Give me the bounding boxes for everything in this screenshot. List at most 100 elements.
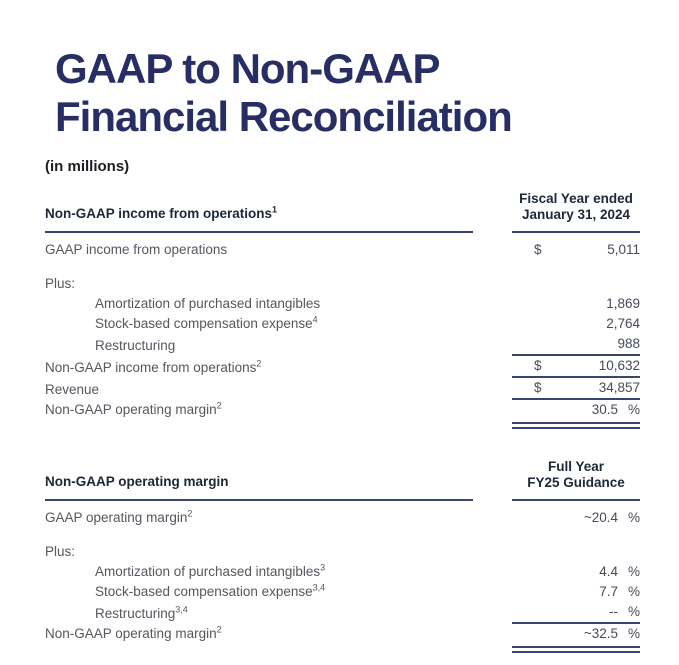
row-label: Amortization of purchased intangibles3 <box>95 562 326 579</box>
plus-label: Plus: <box>45 276 76 291</box>
row-amount: 10,632 <box>598 358 640 373</box>
currency-symbol: $ <box>534 380 542 395</box>
percent-sign: % <box>627 564 640 579</box>
row-value: 7.7 % <box>512 582 640 602</box>
row-label: GAAP operating margin2 <box>45 508 193 525</box>
row-footnote: 2 <box>216 400 222 411</box>
row-value: ~32.5 % <box>512 624 640 644</box>
row-amount: 7.7 <box>599 584 618 599</box>
row-label: Stock-based compensation expense4 <box>95 314 318 331</box>
row-footnote: 3,4 <box>312 582 326 593</box>
percent-sign: % <box>627 626 640 641</box>
row-restructuring: Restructuring 988 <box>45 334 640 356</box>
percent-sign: % <box>627 584 640 599</box>
row-value: $ 34,857 <box>512 378 640 400</box>
row-amount: 1,869 <box>606 296 640 311</box>
row-non-gaap-income-from-operations: Non-GAAP income from operations2 $ 10,63… <box>45 356 640 378</box>
row-label: GAAP income from operations <box>45 242 228 257</box>
table2-header-rule <box>45 499 640 501</box>
table1-period-header: Fiscal Year ended January 31, 2024 <box>512 191 640 223</box>
row-amortization-intangibles: Amortization of purchased intangibles3 4… <box>45 562 640 582</box>
row-label: Restructuring3,4 <box>95 604 188 621</box>
double-underline <box>512 422 640 429</box>
table1-total-rule-row <box>45 422 640 429</box>
table1-title-text: Non-GAAP income from operations <box>45 206 273 221</box>
row-footnote: 2 <box>256 358 262 369</box>
table2-period-line-2: FY25 Guidance <box>527 475 625 490</box>
table-operating-margin-guidance: Non-GAAP operating margin Full Year FY25… <box>45 459 640 653</box>
table1-period-line-1: Fiscal Year ended <box>519 191 633 206</box>
row-value: 988 <box>512 334 640 356</box>
table2-body: GAAP operating margin2 ~20.4 % Plus: Amo… <box>45 501 640 653</box>
table1-period-line-2: January 31, 2024 <box>521 207 631 222</box>
row-amount: 5,011 <box>607 242 640 257</box>
table1-title: Non-GAAP income from operations1 <box>45 204 512 223</box>
row-value: 2,764 <box>512 314 640 334</box>
table2-header: Non-GAAP operating margin Full Year FY25… <box>45 459 640 491</box>
row-amortization-intangibles: Amortization of purchased intangibles 1,… <box>45 294 640 314</box>
plus-label: Plus: <box>45 544 76 559</box>
row-label: Stock-based compensation expense3,4 <box>95 582 326 599</box>
row-amount: 2,764 <box>606 316 640 331</box>
header-rule-right-segment <box>512 231 640 233</box>
table2-title: Non-GAAP operating margin <box>45 474 512 491</box>
row-amount: 34,857 <box>598 380 640 395</box>
row-value: 4.4 % <box>512 562 640 582</box>
row-amount: 30.5 <box>591 402 618 417</box>
row-footnote: 2 <box>187 508 193 519</box>
row-plus-label: Plus: <box>45 542 640 562</box>
row-label: Non-GAAP operating margin2 <box>45 624 222 641</box>
row-value: ~20.4 % <box>512 508 640 528</box>
title-line-1: GAAP to Non-GAAP <box>55 45 441 92</box>
row-stock-based-compensation: Stock-based compensation expense3,4 7.7 … <box>45 582 640 602</box>
row-non-gaap-operating-margin: Non-GAAP operating margin2 ~32.5 % <box>45 624 640 644</box>
row-value: $ 10,632 <box>512 356 640 378</box>
percent-sign: % <box>627 604 640 619</box>
table1-title-footnote: 1 <box>272 204 278 215</box>
row-value: 30.5 % <box>512 400 640 420</box>
row-revenue: Revenue $ 34,857 <box>45 378 640 400</box>
row-label: Restructuring <box>95 338 176 353</box>
header-rule-left-segment <box>45 231 473 233</box>
page-title: GAAP to Non-GAAP Financial Reconciliatio… <box>55 45 640 141</box>
row-value: -- % <box>512 602 640 624</box>
row-label: Non-GAAP income from operations2 <box>45 358 262 375</box>
percent-sign: % <box>627 402 640 417</box>
table2-period-header: Full Year FY25 Guidance <box>512 459 640 491</box>
row-amount: 4.4 <box>599 564 618 579</box>
row-footnote: 3,4 <box>175 604 188 615</box>
table2-period-line-1: Full Year <box>547 459 605 474</box>
row-amount: -- <box>609 604 618 619</box>
row-restructuring: Restructuring3,4 -- % <box>45 602 640 624</box>
row-non-gaap-operating-margin: Non-GAAP operating margin2 30.5 % <box>45 400 640 420</box>
header-rule-right-segment <box>512 499 640 501</box>
currency-symbol: $ <box>534 358 542 373</box>
units-note: (in millions) <box>45 158 130 175</box>
row-stock-based-compensation: Stock-based compensation expense4 2,764 <box>45 314 640 334</box>
percent-sign: % <box>627 510 640 525</box>
table1-body: GAAP income from operations $ 5,011 Plus… <box>45 233 640 429</box>
row-gaap-income-from-operations: GAAP income from operations $ 5,011 <box>45 240 640 260</box>
row-label: Non-GAAP operating margin2 <box>45 400 222 417</box>
row-gaap-operating-margin: GAAP operating margin2 ~20.4 % <box>45 508 640 528</box>
double-underline <box>512 646 640 653</box>
table2-total-rule-row <box>45 646 640 653</box>
row-value: $ 5,011 <box>512 240 640 260</box>
row-amount: ~32.5 <box>583 626 618 641</box>
row-plus-label: Plus: <box>45 274 640 294</box>
header-rule-left-segment <box>45 499 473 501</box>
table1-header: Non-GAAP income from operations1 Fiscal … <box>45 191 640 223</box>
row-amount: ~20.4 <box>583 510 618 525</box>
row-footnote: 4 <box>312 314 318 325</box>
currency-symbol: $ <box>534 242 542 257</box>
row-footnote: 2 <box>216 624 222 635</box>
table-income-from-operations: Non-GAAP income from operations1 Fiscal … <box>45 191 640 429</box>
table1-header-rule <box>45 231 640 233</box>
row-label: Amortization of purchased intangibles <box>95 296 321 311</box>
row-value: 1,869 <box>512 294 640 314</box>
table2-title-text: Non-GAAP operating margin <box>45 474 229 489</box>
row-label: Revenue <box>45 382 100 397</box>
title-line-2: Financial Reconciliation <box>55 93 513 140</box>
